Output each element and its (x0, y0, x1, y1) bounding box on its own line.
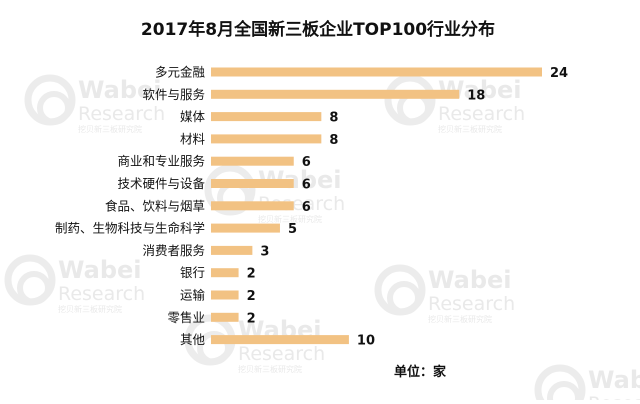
watermark-tag: 挖贝新三板研究院 (238, 364, 302, 374)
category-label: 制药、生物科技与生命科学 (55, 221, 205, 236)
watermark-ring-icon (37, 91, 71, 125)
value-label: 24 (550, 66, 568, 81)
value-label: 6 (302, 178, 311, 193)
watermark-sub: Research (588, 393, 640, 400)
bar (211, 245, 253, 255)
watermark-ring-icon (387, 281, 421, 315)
watermark-brand: Wabei (588, 366, 640, 394)
value-label: 3 (260, 244, 269, 259)
value-label: 8 (329, 111, 338, 126)
category-label: 食品、饮料与烟草 (105, 198, 205, 213)
watermark-sub: Research (428, 293, 515, 315)
watermark-tag: 挖贝新三板研究院 (58, 304, 122, 314)
category-label: 媒体 (180, 109, 206, 124)
watermark-sub: Research (78, 103, 165, 125)
bar (211, 335, 349, 345)
value-label: 2 (247, 311, 256, 326)
value-label: 10 (357, 334, 375, 349)
watermark-ring-icon (197, 331, 231, 365)
value-label: 6 (302, 155, 311, 170)
bar (211, 223, 280, 233)
watermark-ring-icon (17, 271, 51, 305)
unit-note: 单位：家 (394, 364, 447, 380)
value-label: 5 (288, 222, 297, 237)
watermark-ring-icon (534, 364, 586, 404)
bar (211, 156, 294, 166)
watermark-layer: WabeiResearch挖贝新三板研究院WabeiResearch挖贝新三板研… (4, 74, 640, 404)
bar (211, 290, 239, 300)
bar-series: 多元金融 24 软件与服务 18 媒体 8 材料 8 商业和专业服务 6 技术硬件与设备 6 食品、饮料… (55, 65, 568, 349)
bar (211, 312, 239, 322)
category-label: 银行 (180, 265, 205, 280)
watermark-tag: 挖贝新三板研究院 (438, 124, 502, 134)
watermark-tag: 挖贝新三板研究院 (428, 314, 492, 324)
value-label: 2 (247, 267, 256, 282)
bar (211, 89, 460, 99)
category-label: 多元金融 (155, 65, 206, 80)
value-label: 8 (329, 133, 338, 148)
category-label: 技术硬件与设备 (117, 176, 205, 191)
bar (211, 179, 294, 188)
category-label: 商业和专业服务 (117, 154, 205, 169)
value-label: 18 (467, 88, 485, 103)
bar (211, 112, 322, 122)
watermark-tag: 挖贝新三板研究院 (258, 214, 322, 224)
bar (211, 67, 542, 77)
category-label: 其他 (180, 332, 206, 347)
category-label: 消费者服务 (142, 243, 205, 258)
bar (211, 134, 322, 144)
category-label: 零售业 (167, 310, 205, 325)
watermark-brand: Wabei (78, 76, 162, 104)
value-label: 6 (302, 200, 311, 215)
watermark-sub: Research (438, 103, 525, 125)
chart-title: 2017年8月全国新三板企业TOP100行业分布 (141, 19, 495, 40)
bar (211, 201, 294, 211)
category-label: 材料 (180, 131, 206, 146)
watermark-sub: Research (238, 343, 325, 365)
category-label: 软件与服务 (142, 87, 205, 102)
value-label: 2 (247, 289, 256, 304)
watermark-brand: Wabei (428, 266, 512, 294)
bar (211, 268, 239, 278)
category-label: 运输 (180, 288, 206, 303)
watermark-sub: Research (58, 283, 145, 305)
watermark-brand: Wabei (58, 256, 142, 284)
watermark-tag: 挖贝新三板研究院 (78, 124, 142, 134)
watermark-ring-icon (547, 381, 581, 404)
